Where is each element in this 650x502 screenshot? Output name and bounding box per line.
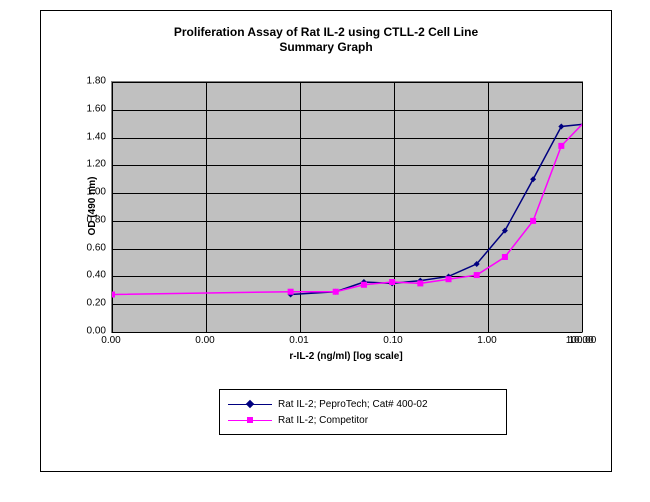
x-tick-label: 1.00	[477, 335, 496, 346]
marker-icon	[112, 292, 115, 298]
x-axis-label: r-IL-2 (ng/ml) [log scale]	[111, 351, 581, 362]
legend-label: Rat IL-2; PeproTech; Cat# 400-02	[278, 399, 428, 410]
legend-box: Rat IL-2; PeproTech; Cat# 400-02 Rat IL-…	[219, 389, 507, 435]
chart-title: Proliferation Assay of Rat IL-2 using CT…	[41, 25, 611, 55]
marker-icon	[502, 254, 508, 260]
chart-frame: Proliferation Assay of Rat IL-2 using CT…	[40, 10, 612, 472]
chart-title-line1: Proliferation Assay of Rat IL-2 using CT…	[174, 25, 478, 39]
series-line	[112, 107, 582, 295]
legend-label: Rat IL-2; Competitor	[278, 415, 368, 426]
y-tick-label: 0.60	[72, 242, 106, 253]
gridline-h	[112, 332, 582, 333]
marker-icon	[530, 218, 536, 224]
plot-area	[111, 81, 583, 333]
marker-icon	[530, 176, 536, 182]
x-tick-label: 0.10	[383, 335, 402, 346]
y-tick-label: 0.20	[72, 298, 106, 309]
x-tick-label: 0.00	[101, 335, 120, 346]
chart-title-line2: Summary Graph	[279, 40, 372, 54]
legend-swatch	[228, 414, 272, 426]
marker-icon	[474, 272, 480, 278]
legend-item: Rat IL-2; Competitor	[228, 412, 498, 428]
marker-icon	[288, 289, 294, 295]
y-tick-label: 1.00	[72, 187, 106, 198]
series-line	[291, 111, 582, 294]
marker-icon	[417, 280, 423, 286]
y-axis-label: OD (490 nm)	[87, 177, 98, 236]
gridline-v	[582, 82, 583, 332]
legend-swatch	[228, 398, 272, 410]
marker-icon	[361, 282, 367, 288]
series-layer	[112, 82, 582, 332]
marker-icon	[389, 279, 395, 285]
legend-marker-icon	[246, 400, 254, 408]
x-tick-label: 0.00	[195, 335, 214, 346]
y-tick-label: 0.40	[72, 270, 106, 281]
y-tick-label: 0.80	[72, 214, 106, 225]
marker-icon	[446, 276, 452, 282]
marker-icon	[558, 143, 564, 149]
y-tick-label: 1.80	[72, 76, 106, 87]
legend-item: Rat IL-2; PeproTech; Cat# 400-02	[228, 396, 498, 412]
marker-icon	[333, 289, 339, 295]
x-tick-label: 100.00	[566, 335, 597, 346]
y-tick-label: 1.40	[72, 131, 106, 142]
marker-icon	[558, 123, 564, 129]
plot-wrap: OD (490 nm) r-IL-2 (ng/ml) [log scale] 0…	[111, 81, 581, 331]
legend-marker-icon	[247, 417, 253, 423]
y-tick-label: 1.20	[72, 159, 106, 170]
x-tick-label: 0.01	[289, 335, 308, 346]
y-tick-label: 1.60	[72, 103, 106, 114]
